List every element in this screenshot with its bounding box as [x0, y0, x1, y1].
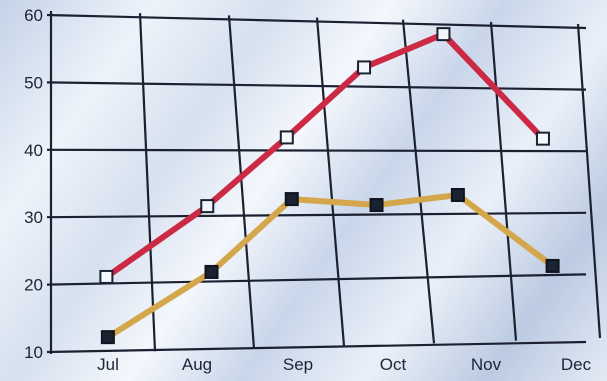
- x-axis-tick-labels: Jul Aug Sep Oct Nov Dec: [97, 355, 591, 374]
- chart-grid: [46, 11, 602, 354]
- data-point: [545, 258, 560, 273]
- gridline-vertical: [489, 21, 518, 341]
- gridline-vertical: [138, 13, 157, 352]
- data-point: [535, 131, 550, 146]
- data-point: [200, 199, 215, 214]
- y-tick-label: 10: [24, 343, 43, 362]
- data-point: [100, 330, 115, 345]
- data-point: [284, 192, 299, 207]
- data-point: [279, 130, 294, 145]
- gridline-vertical: [227, 15, 256, 349]
- x-tick-label: Oct: [380, 355, 407, 374]
- gridline-horizontal: [46, 211, 587, 219]
- y-tick-label: 40: [24, 141, 43, 160]
- gridline-horizontal: [46, 148, 587, 153]
- x-tick-label: Aug: [182, 355, 212, 374]
- y-tick-label: 50: [24, 73, 43, 92]
- y-tick-label: 60: [24, 6, 43, 25]
- data-point: [99, 269, 114, 284]
- chart-series: [99, 27, 560, 345]
- x-tick-label: Jul: [97, 355, 119, 374]
- data-point: [436, 27, 451, 42]
- series-1: [99, 27, 550, 284]
- gridline-horizontal: [46, 81, 587, 91]
- series-line: [103, 31, 546, 280]
- gridline-horizontal: [46, 273, 587, 286]
- gridline-vertical: [401, 19, 436, 344]
- data-point: [357, 60, 372, 75]
- gridline-vertical: [576, 23, 602, 339]
- y-axis-tick-labels: 10 20 30 40 50 60: [24, 6, 43, 362]
- series-line: [104, 192, 556, 341]
- data-point: [369, 198, 384, 213]
- x-tick-label: Dec: [561, 355, 592, 374]
- data-point: [450, 188, 465, 203]
- x-tick-label: Nov: [471, 355, 502, 374]
- y-tick-label: 20: [24, 276, 43, 295]
- series-2: [100, 188, 560, 345]
- data-point: [204, 264, 219, 279]
- x-tick-label: Sep: [283, 355, 313, 374]
- gridline-vertical: [315, 17, 346, 347]
- y-tick-label: 30: [24, 208, 43, 227]
- gridline-horizontal: [46, 340, 587, 354]
